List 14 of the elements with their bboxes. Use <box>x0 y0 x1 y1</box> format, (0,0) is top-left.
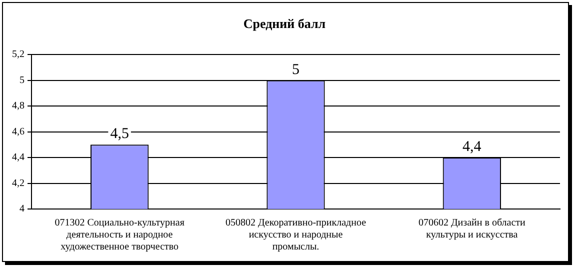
y-tick-label: 4,8 <box>12 100 24 112</box>
x-tick-label: 071302 Социально-культурная деятельность и народное художественное творчество <box>54 218 185 253</box>
y-tick-label: 5,2 <box>12 49 24 60</box>
y-tick-label: 4,2 <box>12 178 24 189</box>
data-label: 5 <box>292 62 300 78</box>
x-tick-label: 070602 Дизайн в области культуры и искусства <box>418 218 526 241</box>
chart-title: Средний балл <box>243 16 326 32</box>
y-tick-label: 4,4 <box>12 152 24 164</box>
data-label: 4,5 <box>110 126 129 142</box>
x-tick-label: 050802 Декоративно-прикладное искусство и народные промыслы. <box>225 218 367 253</box>
data-label: 4,4 <box>462 138 482 155</box>
y-tick-label: 4 <box>20 204 24 215</box>
y-tick-label: 5 <box>20 74 24 86</box>
y-tick-label: 4,6 <box>12 126 24 138</box>
